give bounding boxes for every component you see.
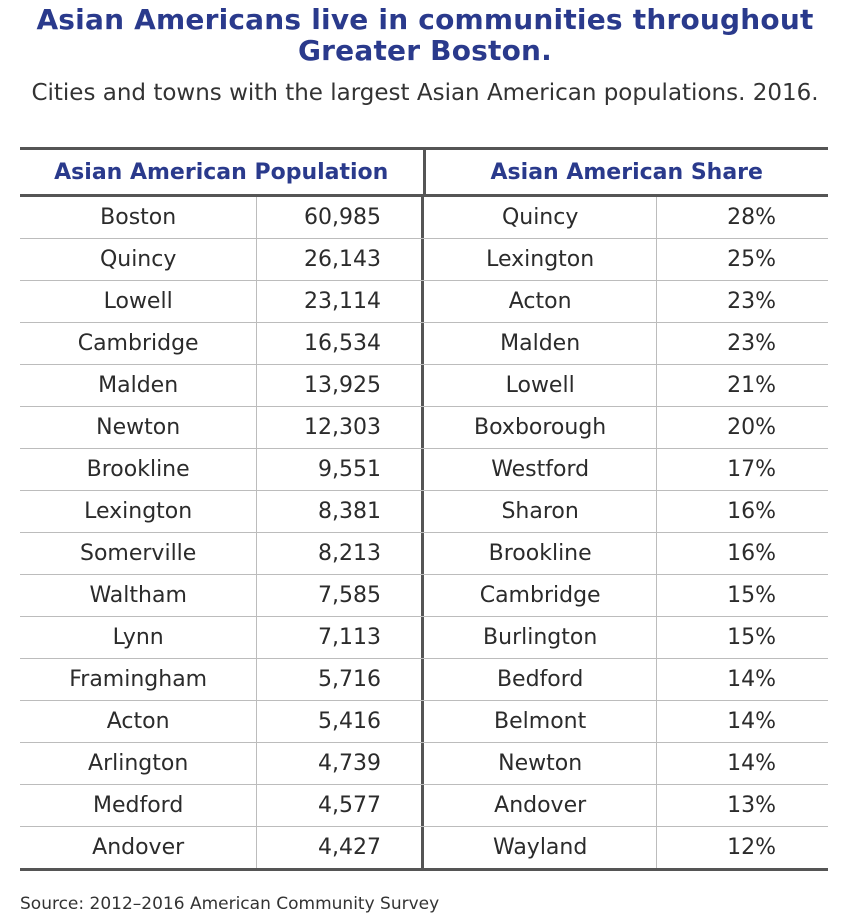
- population-value-cell: 60,985: [257, 197, 424, 238]
- table-header-row: Asian American Population Asian American…: [20, 150, 828, 197]
- share-value-cell: 14%: [727, 751, 776, 776]
- share-city-cell: Sharon: [424, 491, 658, 532]
- share-value-cell: 14%: [727, 667, 776, 692]
- population-value-cell: 23,114: [257, 281, 424, 322]
- share-city-cell: Brookline: [424, 533, 658, 574]
- share-value-cell: 23%: [727, 331, 776, 356]
- table-row: Andover 4,427 Wayland 12%: [20, 827, 828, 871]
- table-row: Framingham 5,716 Bedford 14%: [20, 659, 828, 701]
- table-row: Brookline 9,551 Westford 17%: [20, 449, 828, 491]
- population-city-cell: Framingham: [20, 659, 258, 700]
- share-city-cell: Bedford: [424, 659, 658, 700]
- population-city-cell: Newton: [20, 407, 258, 448]
- table-row: Somerville 8,213 Brookline 16%: [20, 533, 828, 575]
- population-city-cell: Lynn: [20, 617, 258, 658]
- population-city-cell: Lowell: [20, 281, 258, 322]
- population-value-cell: 12,303: [257, 407, 424, 448]
- table-row: Cambridge 16,534 Malden 23%: [20, 323, 828, 365]
- share-value-cell: 21%: [727, 373, 776, 398]
- population-value-cell: 4,427: [257, 827, 424, 868]
- population-city-cell: Medford: [20, 785, 258, 826]
- population-value-cell: 4,577: [257, 785, 424, 826]
- population-value-cell: 5,716: [257, 659, 424, 700]
- share-value-cell: 15%: [727, 583, 776, 608]
- share-city-cell: Quincy: [424, 197, 658, 238]
- share-city-cell: Newton: [424, 743, 658, 784]
- population-city-cell: Andover: [20, 827, 258, 868]
- population-value-cell: 8,381: [257, 491, 424, 532]
- share-city-cell: Lexington: [424, 239, 658, 280]
- population-value-cell: 7,113: [257, 617, 424, 658]
- share-value-cell: 16%: [727, 541, 776, 566]
- source-note: Source: 2012–2016 American Community Sur…: [20, 894, 440, 914]
- table-row: Lexington 8,381 Sharon 16%: [20, 491, 828, 533]
- table-top-rule: [20, 147, 828, 150]
- table-row: Lynn 7,113 Burlington 15%: [20, 617, 828, 659]
- share-value-cell: 17%: [727, 457, 776, 482]
- share-value-cell: 25%: [727, 247, 776, 272]
- table-row: Lowell 23,114 Acton 23%: [20, 281, 828, 323]
- share-value-cell: 14%: [727, 709, 776, 734]
- population-city-cell: Arlington: [20, 743, 258, 784]
- page-subtitle: Cities and towns with the largest Asian …: [31, 80, 819, 106]
- population-city-cell: Acton: [20, 701, 258, 742]
- population-value-cell: 26,143: [257, 239, 424, 280]
- share-city-cell: Wayland: [424, 827, 658, 868]
- share-city-cell: Andover: [424, 785, 658, 826]
- population-value-cell: 16,534: [257, 323, 424, 364]
- share-city-cell: Burlington: [424, 617, 658, 658]
- population-city-cell: Cambridge: [20, 323, 258, 364]
- share-city-cell: Boxborough: [424, 407, 658, 448]
- population-city-cell: Waltham: [20, 575, 258, 616]
- table-row: Newton 12,303 Boxborough 20%: [20, 407, 828, 449]
- share-value-cell: 13%: [727, 793, 776, 818]
- population-city-cell: Boston: [20, 197, 258, 238]
- share-city-cell: Lowell: [424, 365, 658, 406]
- table-row: Medford 4,577 Andover 13%: [20, 785, 828, 827]
- share-value-cell: 12%: [727, 835, 776, 860]
- share-city-cell: Westford: [424, 449, 658, 490]
- header-share: Asian American Share: [490, 159, 763, 185]
- share-city-cell: Acton: [424, 281, 658, 322]
- share-city-cell: Cambridge: [424, 575, 658, 616]
- population-city-cell: Brookline: [20, 449, 258, 490]
- table-body: Boston 60,985 Quincy 28% Quincy 26,143 Lexingt…: [20, 197, 828, 871]
- population-city-cell: Lexington: [20, 491, 258, 532]
- header-population: Asian American Population: [20, 150, 426, 194]
- table-row: Acton 5,416 Belmont 14%: [20, 701, 828, 743]
- population-value-cell: 9,551: [257, 449, 424, 490]
- population-value-cell: 5,416: [257, 701, 424, 742]
- population-value-cell: 8,213: [257, 533, 424, 574]
- share-city-cell: Belmont: [424, 701, 658, 742]
- population-value-cell: 13,925: [257, 365, 424, 406]
- population-value-cell: 4,739: [257, 743, 424, 784]
- share-value-cell: 20%: [727, 415, 776, 440]
- share-value-cell: 23%: [727, 289, 776, 314]
- data-table: Asian American Population Asian American…: [20, 147, 828, 871]
- page-title: Asian Americans live in communities thro…: [36, 3, 814, 67]
- share-city-cell: Malden: [424, 323, 658, 364]
- share-value-cell: 16%: [727, 499, 776, 524]
- table-row: Waltham 7,585 Cambridge 15%: [20, 575, 828, 617]
- table-row: Boston 60,985 Quincy 28%: [20, 197, 828, 239]
- population-city-cell: Somerville: [20, 533, 258, 574]
- population-city-cell: Quincy: [20, 239, 258, 280]
- table-row: Arlington 4,739 Newton 14%: [20, 743, 828, 785]
- population-city-cell: Malden: [20, 365, 258, 406]
- share-value-cell: 15%: [727, 625, 776, 650]
- population-value-cell: 7,585: [257, 575, 424, 616]
- table-row: Quincy 26,143 Lexington 25%: [20, 239, 828, 281]
- share-value-cell: 28%: [727, 205, 776, 230]
- table-row: Malden 13,925 Lowell 21%: [20, 365, 828, 407]
